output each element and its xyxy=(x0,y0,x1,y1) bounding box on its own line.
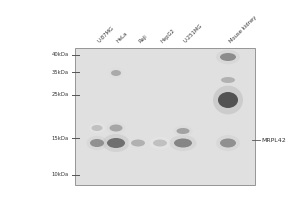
Text: 40kDa: 40kDa xyxy=(52,52,69,58)
Ellipse shape xyxy=(128,137,148,149)
Ellipse shape xyxy=(174,138,192,147)
Text: MRPL42: MRPL42 xyxy=(261,138,286,142)
Ellipse shape xyxy=(220,53,236,61)
Ellipse shape xyxy=(149,137,170,149)
Text: Mouse kidney: Mouse kidney xyxy=(228,15,257,44)
Text: 35kDa: 35kDa xyxy=(52,70,69,74)
Text: HepG2: HepG2 xyxy=(160,28,176,44)
Ellipse shape xyxy=(107,138,125,148)
Ellipse shape xyxy=(221,77,235,83)
Ellipse shape xyxy=(131,140,145,146)
Ellipse shape xyxy=(106,122,126,134)
Ellipse shape xyxy=(89,123,105,133)
Text: Raji: Raji xyxy=(138,34,148,44)
Ellipse shape xyxy=(86,136,107,150)
Ellipse shape xyxy=(220,138,236,147)
Ellipse shape xyxy=(218,92,238,108)
Text: 25kDa: 25kDa xyxy=(52,92,69,98)
Ellipse shape xyxy=(169,135,196,151)
Ellipse shape xyxy=(216,50,240,64)
Ellipse shape xyxy=(103,134,130,152)
Ellipse shape xyxy=(92,125,103,131)
Ellipse shape xyxy=(111,70,121,76)
Ellipse shape xyxy=(153,140,167,146)
Ellipse shape xyxy=(109,68,124,78)
Text: U-251MG: U-251MG xyxy=(183,23,204,44)
Ellipse shape xyxy=(173,126,193,136)
Text: 15kDa: 15kDa xyxy=(52,136,69,140)
Ellipse shape xyxy=(176,128,190,134)
Bar xyxy=(75,48,255,185)
Text: U-87MG: U-87MG xyxy=(97,26,116,44)
Ellipse shape xyxy=(218,75,239,85)
Ellipse shape xyxy=(110,124,122,132)
Ellipse shape xyxy=(90,139,104,147)
Text: 10kDa: 10kDa xyxy=(52,172,69,178)
Ellipse shape xyxy=(213,86,243,114)
Text: HeLa: HeLa xyxy=(116,31,129,44)
Ellipse shape xyxy=(216,135,240,151)
